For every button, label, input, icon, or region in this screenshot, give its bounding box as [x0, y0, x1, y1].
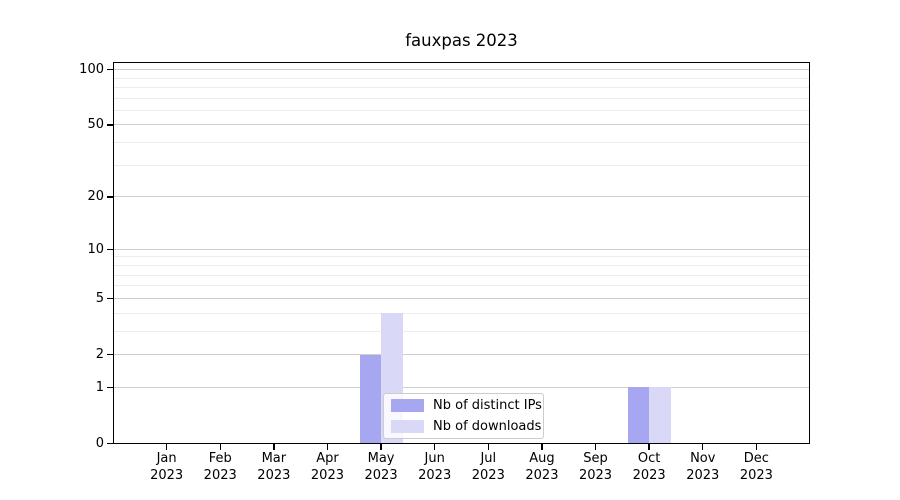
x-tick-label: Apr 2023: [310, 451, 344, 483]
gridline-minor: [113, 142, 810, 144]
y-tick-label: 1: [95, 379, 104, 395]
y-tick-label: 5: [95, 290, 104, 306]
x-tick-label: Oct 2023: [632, 451, 666, 483]
gridline-minor: [113, 330, 810, 332]
gridline-minor: [113, 97, 810, 99]
legend-label-distinct-ips: Nb of distinct IPs: [433, 397, 542, 413]
y-tick-mark: [106, 124, 113, 126]
x-tick-mark: [219, 443, 221, 450]
x-tick-label: Nov 2023: [686, 451, 720, 483]
x-tick-label: Jun 2023: [418, 451, 452, 483]
gridline-major: [113, 124, 810, 126]
x-tick-label: Feb 2023: [203, 451, 237, 483]
gridline-minor: [113, 87, 810, 89]
legend-item-downloads: Nb of downloads: [391, 419, 541, 434]
x-tick-mark: [702, 443, 704, 450]
y-tick-mark: [106, 442, 113, 445]
y-tick-label: 20: [87, 189, 104, 205]
x-tick-label: Jul 2023: [471, 451, 505, 483]
gridline-minor: [113, 109, 810, 111]
x-tick-label: Mar 2023: [257, 451, 291, 483]
x-tick-mark: [326, 443, 329, 450]
y-tick-mark: [106, 353, 113, 356]
x-tick-mark: [380, 443, 382, 450]
gridline-major: [113, 297, 810, 299]
gridline-minor: [113, 265, 810, 266]
gridline-minor: [113, 274, 810, 276]
x-tick-mark: [594, 443, 597, 450]
y-tick-label: 0: [95, 436, 104, 451]
x-tick-label: May 2023: [364, 451, 398, 483]
legend-item-distinct-ips: Nb of distinct IPs: [391, 398, 542, 413]
gridline-minor: [113, 77, 810, 79]
legend-label-downloads: Nb of downloads: [433, 418, 542, 434]
y-tick-label: 50: [87, 117, 104, 133]
y-tick-label: 100: [79, 62, 104, 78]
gridline-major: [113, 196, 810, 198]
gridline-minor: [113, 256, 810, 258]
y-tick-label: 2: [95, 347, 104, 362]
gridline-major: [113, 386, 810, 388]
x-tick-mark: [487, 443, 489, 450]
x-tick-label: Dec 2023: [739, 451, 773, 483]
x-tick-mark: [433, 443, 436, 450]
plot-area: 0 1 2 5 10 20 50 100 Jan 2023 Feb 2023 Mar 2023 Apr…: [79, 62, 810, 483]
x-tick-label: Sep 2023: [578, 451, 613, 483]
x-tick-label: Aug 2023: [525, 451, 559, 483]
y-tick-mark: [106, 248, 113, 250]
y-tick-mark: [106, 68, 113, 71]
y-tick-label: 10: [87, 241, 104, 257]
bar-distinct-ips: [627, 387, 650, 444]
y-tick-mark: [106, 196, 113, 198]
x-tick-mark: [541, 443, 543, 450]
bar-downloads: [649, 387, 671, 444]
legend: Nb of distinct IPs Nb of downloads: [383, 393, 544, 439]
y-tick-mark: [106, 297, 113, 300]
gridline-minor: [113, 164, 810, 166]
y-tick-mark: [106, 386, 113, 389]
bar-distinct-ips: [359, 354, 382, 444]
x-tick-mark: [755, 443, 758, 450]
gridline-major: [113, 354, 810, 355]
legend-swatch-distinct-ips: [391, 399, 424, 412]
chart-title: fauxpas 2023: [405, 31, 518, 50]
gridline-major: [113, 69, 810, 71]
x-tick-mark: [165, 443, 168, 450]
x-tick-mark: [273, 443, 275, 450]
x-tick-label: Jan 2023: [150, 451, 184, 483]
gridline-major: [113, 248, 810, 250]
legend-swatch-downloads: [391, 420, 424, 433]
x-tick-mark: [648, 443, 650, 450]
gridline-minor: [113, 312, 810, 314]
gridline-minor: [113, 285, 810, 287]
